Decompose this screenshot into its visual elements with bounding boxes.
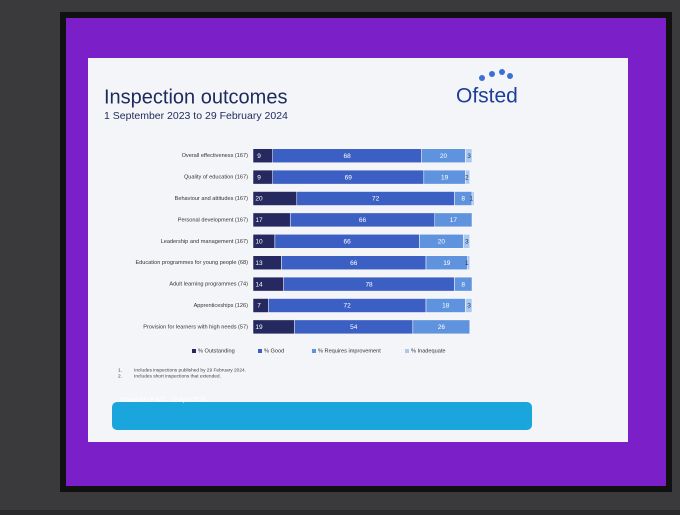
data-label: 19	[255, 324, 263, 331]
data-label: 13	[255, 260, 263, 267]
bar-segment	[252, 148, 273, 163]
data-label: 19	[443, 260, 451, 267]
category-label: Personal development (167)	[178, 217, 248, 223]
chart: Overall effectiveness (167) 9 68 20 3 Quality…	[135, 148, 475, 354]
legend-label: % Requires improvement	[318, 348, 381, 354]
data-label: 9	[257, 153, 261, 160]
bar-segment	[462, 234, 471, 249]
logo-star	[489, 71, 495, 77]
footnote-number: 1.	[118, 367, 122, 373]
data-label: 72	[344, 303, 352, 310]
data-label: 2	[465, 174, 469, 181]
footnote-text: Includes short inspections that extended…	[134, 373, 221, 379]
data-label: 9	[257, 174, 261, 181]
logo-star	[507, 73, 513, 79]
bar-segment	[252, 169, 273, 185]
category-label: Behaviour and attitudes (167)	[175, 196, 249, 202]
slide	[88, 58, 628, 442]
data-label: 68	[344, 153, 352, 160]
bar-segment	[465, 298, 473, 313]
footnote-text: Includes inspections published by 29 Feb…	[134, 367, 246, 373]
data-label: 20	[438, 239, 446, 246]
category-label: Provision for learners with high needs (…	[143, 324, 248, 330]
data-label: 17	[255, 217, 263, 224]
bar-segment	[467, 255, 471, 270]
category-label: Adult learning programmes (74)	[169, 282, 248, 288]
data-label: 14	[255, 281, 263, 288]
data-label: 8	[461, 281, 465, 288]
data-label: 20	[255, 196, 263, 203]
data-label: 20	[440, 153, 448, 160]
data-label: 7	[257, 303, 261, 310]
footer-band	[112, 402, 532, 430]
data-label: 17	[450, 217, 458, 224]
bar-segment	[412, 319, 471, 335]
bar-segment	[454, 276, 473, 292]
legend-swatch	[312, 349, 316, 353]
category-label: Quality of education (167)	[184, 175, 248, 181]
logo: Ofsted	[456, 69, 518, 108]
bar-segment	[465, 169, 471, 185]
data-label: 1	[469, 196, 473, 203]
category-label: Education programmes for young people (6…	[135, 260, 248, 266]
logo-text: Ofsted	[456, 85, 518, 108]
legend-swatch	[192, 349, 196, 353]
legend-swatch	[258, 349, 262, 353]
data-label: 10	[255, 239, 263, 246]
data-label: 54	[350, 324, 358, 331]
logo-star	[479, 75, 485, 81]
data-label: 3	[467, 303, 471, 310]
footnotes: 1. Includes inspections published by 29 F…	[118, 367, 246, 379]
data-label: 72	[372, 196, 380, 203]
data-label: 1	[465, 260, 469, 267]
legend-swatch	[405, 349, 409, 353]
data-label: 18	[442, 303, 450, 310]
data-label: 66	[359, 217, 367, 224]
data-label: 66	[350, 260, 358, 267]
category-label: Overall effectiveness (167)	[182, 153, 249, 159]
footer-text: Ofsted/AELP KIT · 15 April 2024	[120, 398, 206, 404]
data-label: 66	[344, 239, 352, 246]
data-label: 69	[345, 174, 353, 181]
bar-segment	[465, 148, 473, 163]
legend-label: % Good	[264, 348, 284, 354]
data-label: 3	[465, 239, 469, 246]
legend-label: % Inadequate	[411, 348, 446, 354]
data-label: 3	[467, 153, 471, 160]
footnote-number: 2.	[118, 373, 122, 379]
slide-title: Inspection outcomes	[104, 86, 287, 108]
category-label: Leadership and management (167)	[161, 239, 249, 245]
data-label: 19	[441, 174, 449, 181]
bar-segment	[434, 212, 473, 228]
slide-subtitle: 1 September 2023 to 29 February 2024	[104, 110, 288, 122]
bar-segment	[471, 191, 475, 206]
category-label: Apprenticeships (126)	[194, 303, 249, 309]
data-label: 78	[365, 281, 373, 288]
data-label: 26	[438, 324, 446, 331]
legend-label: % Outstanding	[198, 348, 235, 354]
data-label: 8	[461, 196, 465, 203]
logo-star	[499, 69, 505, 75]
